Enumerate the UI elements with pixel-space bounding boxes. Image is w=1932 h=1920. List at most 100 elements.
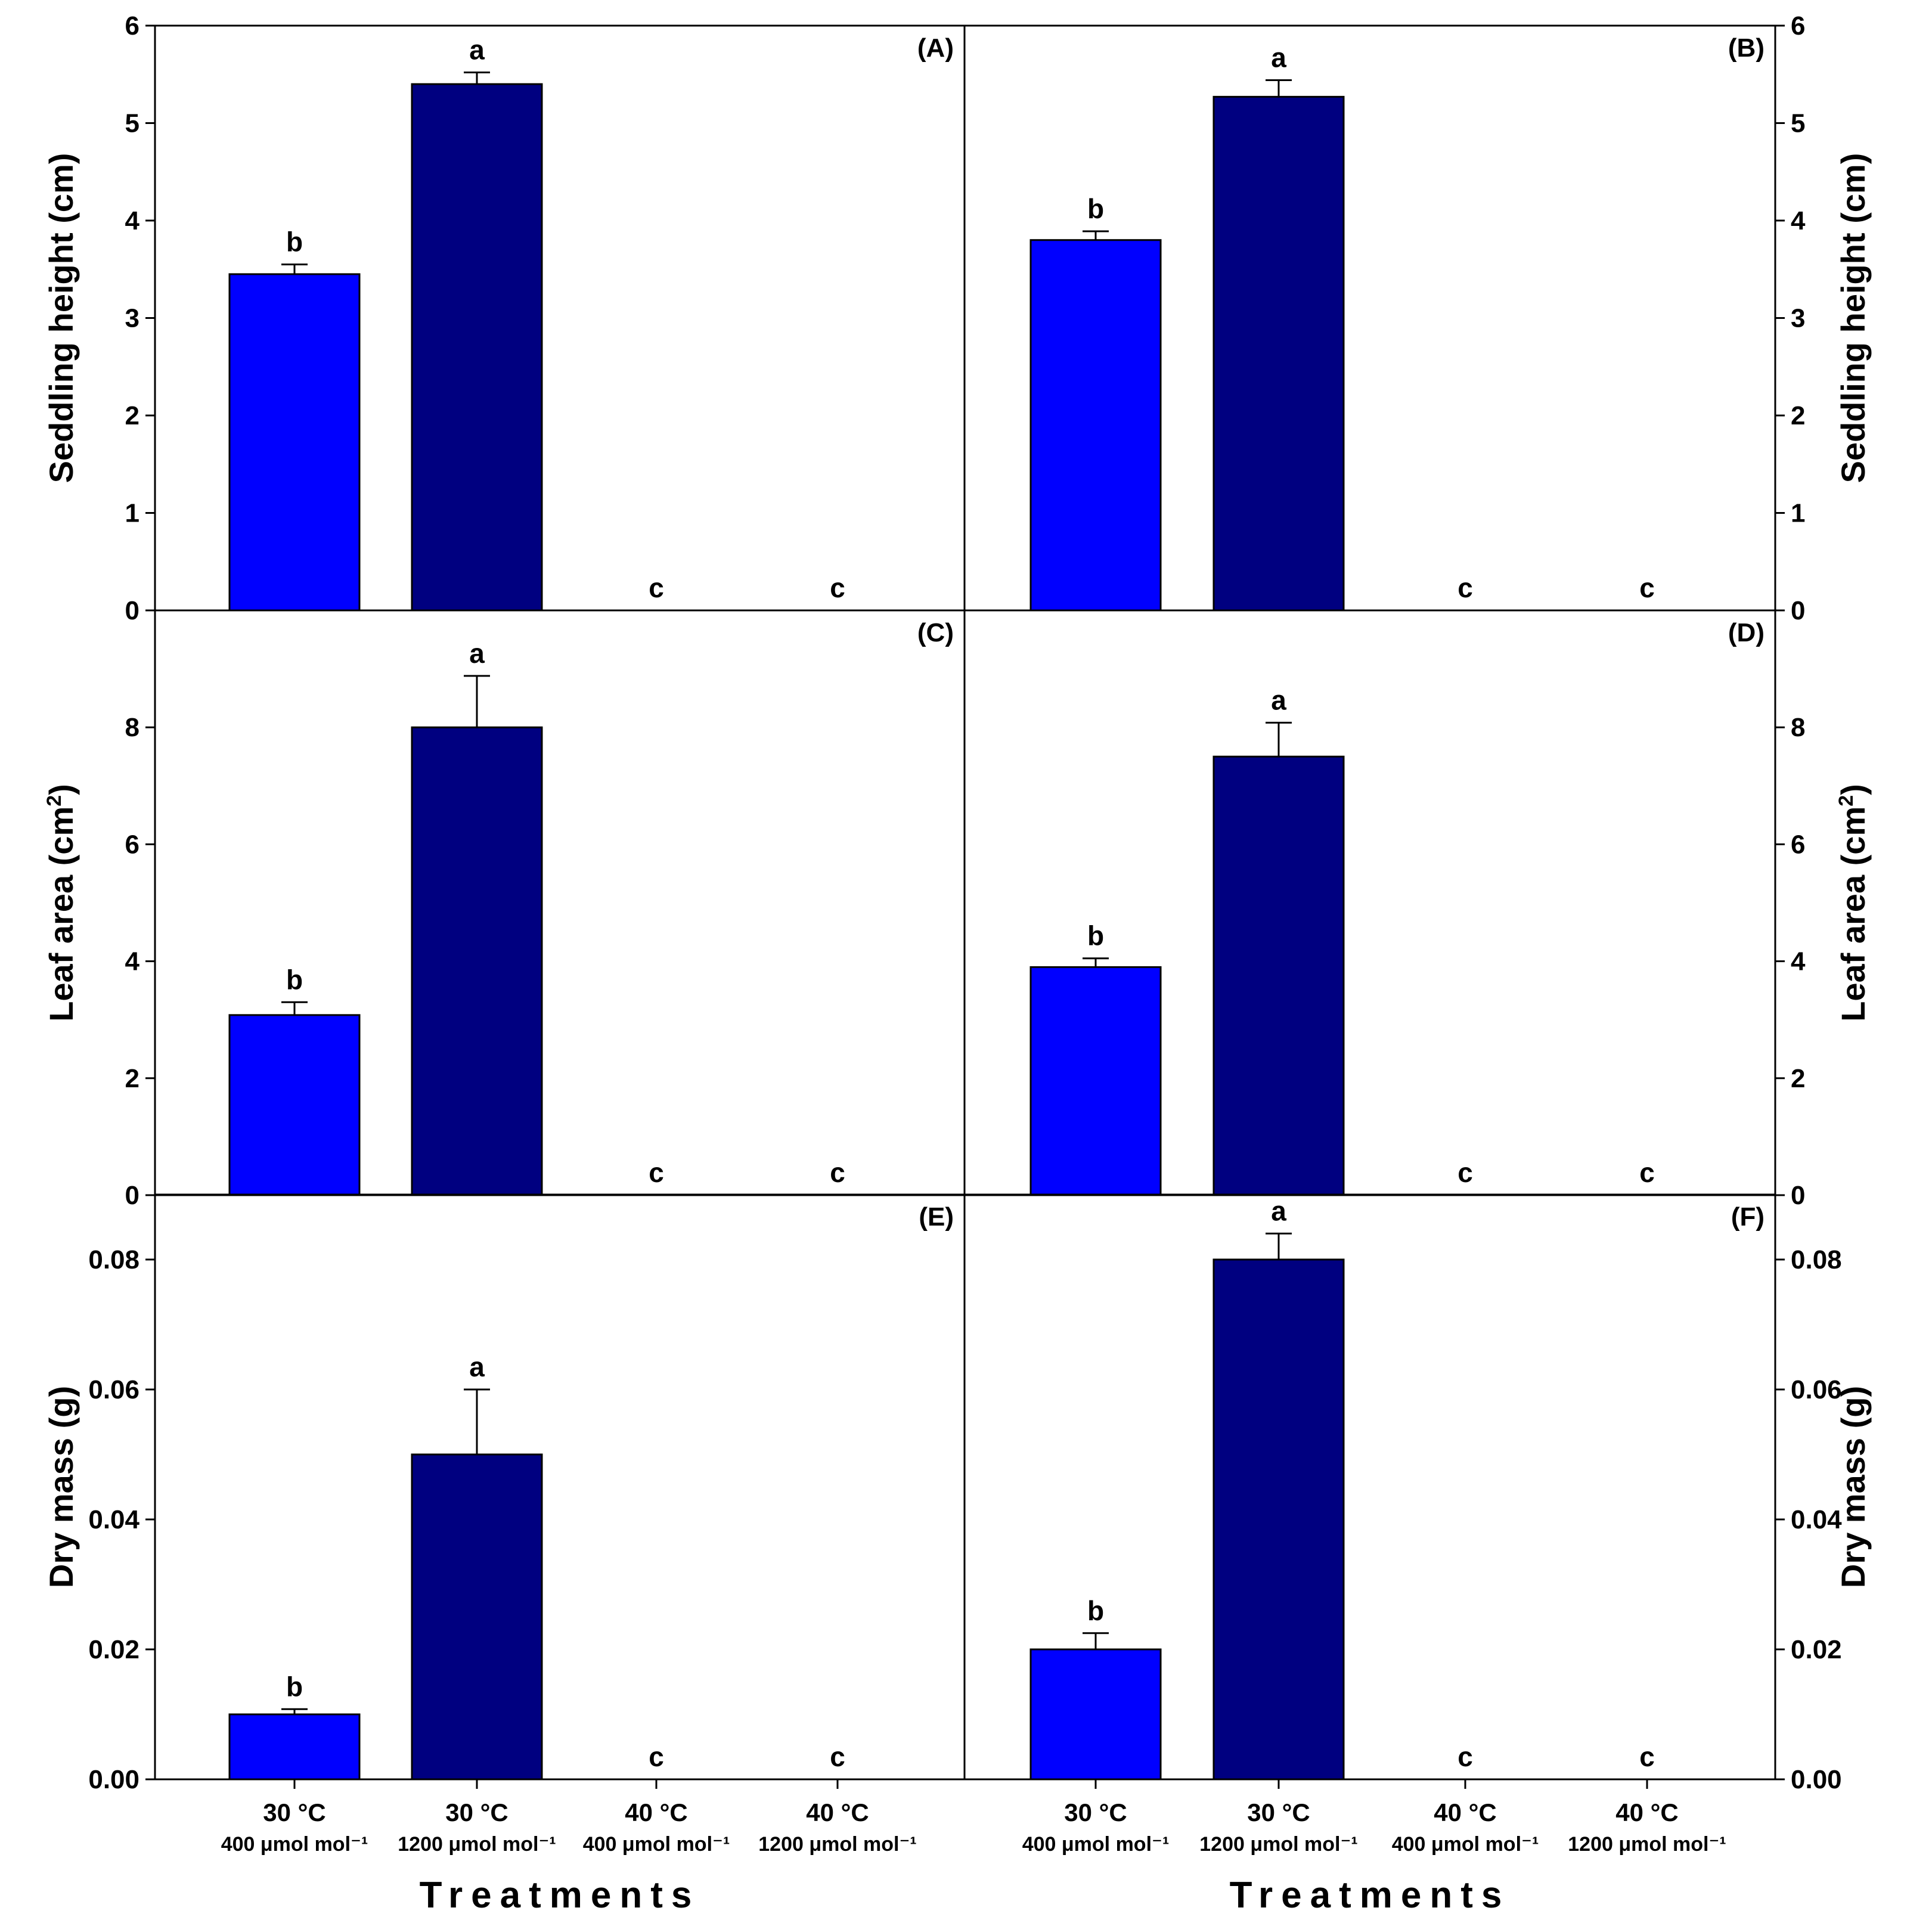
y-tick-label: 0 [125, 596, 139, 625]
panel-label: (F) [1731, 1202, 1764, 1232]
x-tick-label-temperature: 30 °C [1064, 1798, 1127, 1826]
significance-letter: c [830, 1157, 845, 1188]
x-tick-label-temperature: 30 °C [445, 1798, 508, 1826]
x-tick-label-co2: 400 μmol mol⁻¹ [1392, 1833, 1539, 1856]
x-axis-title: Treatments [1230, 1875, 1511, 1916]
significance-letter: c [1457, 1157, 1473, 1188]
y-tick-label: 2 [1791, 401, 1805, 430]
y-tick-label: 1 [1791, 499, 1805, 528]
y-tick-label: 4 [1791, 947, 1806, 976]
bar [1212, 95, 1345, 612]
bar [1029, 239, 1162, 612]
y-tick-label: 6 [1791, 830, 1805, 859]
y-axis-title-main: Dry mass (g) [42, 1386, 80, 1588]
y-tick-label: 5 [1791, 109, 1805, 138]
y-tick-label: 4 [1791, 206, 1806, 235]
significance-letter: a [1271, 1195, 1286, 1226]
significance-letter: c [830, 1741, 845, 1772]
x-tick-label-temperature: 40 °C [625, 1798, 688, 1826]
y-axis-title-superscript: 2 [1835, 795, 1857, 807]
significance-letter: a [1271, 684, 1286, 715]
y-tick-label: 0.08 [88, 1245, 139, 1274]
significance-letter: c [830, 572, 845, 603]
x-tick-label-temperature: 40 °C [1615, 1798, 1679, 1826]
y-tick-label: 2 [125, 1064, 139, 1093]
y-axis-title-tail: ) [42, 784, 80, 795]
x-tick-label-co2: 400 μmol mol⁻¹ [1022, 1833, 1170, 1856]
y-axis-title-tail: ) [1834, 784, 1872, 795]
significance-letter: c [1457, 1741, 1473, 1772]
y-tick-label: 0.04 [88, 1505, 139, 1534]
panel-a: 0 1 2 3 4 5 6 Seddling height (cm) (A) b a c c [42, 11, 966, 625]
bar [1212, 1258, 1345, 1781]
y-tick-label: 8 [125, 713, 139, 742]
significance-letter: a [469, 34, 485, 65]
significance-letter: c [649, 1741, 664, 1772]
y-axis-title: Seddling height (cm) [42, 153, 80, 483]
bar [228, 1014, 361, 1196]
significance-letter: a [1271, 42, 1286, 73]
y-tick-label: 0.02 [1791, 1635, 1842, 1664]
significance-letter: a [469, 638, 485, 669]
y-tick-label: 6 [125, 830, 139, 859]
significance-letter: b [286, 227, 303, 258]
y-axis-title-main: Seddling height (cm) [42, 153, 80, 483]
y-tick-label: 0 [1791, 1181, 1805, 1210]
y-tick-label: 2 [125, 401, 139, 430]
y-axis-title-main: Leaf area (cm [1834, 807, 1872, 1022]
y-tick-label: 0.00 [1791, 1765, 1842, 1794]
y-tick-label: 5 [125, 109, 139, 138]
y-axis-title: Leaf area (cm2) [42, 784, 80, 1022]
x-tick-label-temperature: 40 °C [1434, 1798, 1497, 1826]
y-tick-label: 8 [1791, 713, 1805, 742]
y-tick-label: 4 [125, 206, 140, 235]
bar [411, 83, 543, 612]
y-tick-label: 0 [1791, 596, 1805, 625]
y-axis-title: Dry mass (g) [42, 1386, 80, 1588]
significance-letter: b [1087, 920, 1104, 951]
y-axis-title-main: Dry mass (g) [1834, 1386, 1872, 1588]
y-axis-title: Seddling height (cm) [1834, 153, 1872, 483]
panel-label: (B) [1728, 33, 1764, 63]
bar [1029, 1648, 1162, 1781]
y-tick-label: 0.08 [1791, 1245, 1842, 1274]
x-tick-label-temperature: 40 °C [806, 1798, 869, 1826]
bar [1212, 755, 1345, 1196]
significance-letter: b [1087, 1595, 1104, 1626]
x-tick-label-co2: 1200 μmol mol⁻¹ [1199, 1833, 1358, 1856]
x-tick-label-co2: 400 μmol mol⁻¹ [221, 1833, 368, 1856]
x-tick-label-co2: 1200 μmol mol⁻¹ [1568, 1833, 1726, 1856]
y-tick-label: 0.06 [88, 1375, 139, 1404]
significance-letter: b [286, 964, 303, 995]
y-tick-label: 4 [125, 947, 140, 976]
bar [411, 1453, 543, 1781]
bar [1029, 966, 1162, 1196]
y-axis-title-main: Seddling height (cm) [1834, 153, 1872, 483]
y-axis-title-main: Leaf area (cm [42, 807, 80, 1022]
y-tick-label: 0 [125, 1181, 139, 1210]
x-tick-label-temperature: 30 °C [1247, 1798, 1310, 1826]
x-tick-label-co2: 400 μmol mol⁻¹ [583, 1833, 730, 1856]
y-axis-title: Dry mass (g) [1834, 1386, 1872, 1588]
y-tick-label: 0.06 [1791, 1375, 1842, 1404]
y-tick-label: 1 [125, 499, 139, 528]
y-axis-title-superscript: 2 [43, 795, 66, 807]
significance-letter: c [649, 1157, 664, 1188]
bar [228, 273, 361, 612]
panel-e: 0.00 0.02 0.04 0.06 0.08 Dry mass (g) (E) b a c c 3… [42, 1193, 966, 1916]
significance-letter: b [286, 1671, 303, 1702]
y-tick-label: 6 [125, 11, 139, 41]
significance-letter: c [649, 572, 664, 603]
panel-label: (A) [917, 33, 954, 63]
significance-letter: c [1639, 1741, 1655, 1772]
y-tick-label: 3 [125, 304, 139, 333]
panel-frame [963, 1193, 1776, 1781]
significance-letter: a [469, 1351, 485, 1382]
y-axis-title: Leaf area (cm2) [1834, 784, 1872, 1022]
significance-letter: c [1457, 572, 1473, 603]
panel-f: 0.00 0.02 0.04 0.06 0.08 Dry mass (g) (F) b a c c 3… [963, 1193, 1872, 1916]
y-tick-label: 0.00 [88, 1765, 139, 1794]
